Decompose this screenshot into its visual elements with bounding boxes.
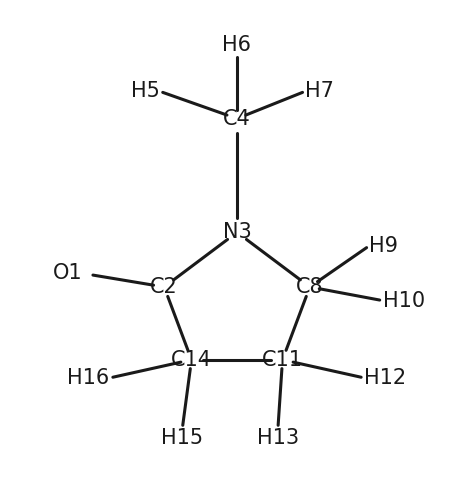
Text: C11: C11 xyxy=(262,350,303,370)
Text: H13: H13 xyxy=(257,428,299,448)
Text: C2: C2 xyxy=(150,277,178,297)
Text: C14: C14 xyxy=(171,350,212,370)
Text: H5: H5 xyxy=(131,81,160,101)
Text: H7: H7 xyxy=(305,81,334,101)
Text: C4: C4 xyxy=(223,109,251,128)
Text: N3: N3 xyxy=(223,222,251,243)
Text: C8: C8 xyxy=(296,277,324,297)
Text: O1: O1 xyxy=(53,263,82,283)
Text: H12: H12 xyxy=(365,368,407,388)
Text: H16: H16 xyxy=(67,368,109,388)
Text: H10: H10 xyxy=(383,291,425,310)
Text: H6: H6 xyxy=(222,35,252,55)
Text: H9: H9 xyxy=(369,236,398,256)
Text: H15: H15 xyxy=(161,428,203,448)
